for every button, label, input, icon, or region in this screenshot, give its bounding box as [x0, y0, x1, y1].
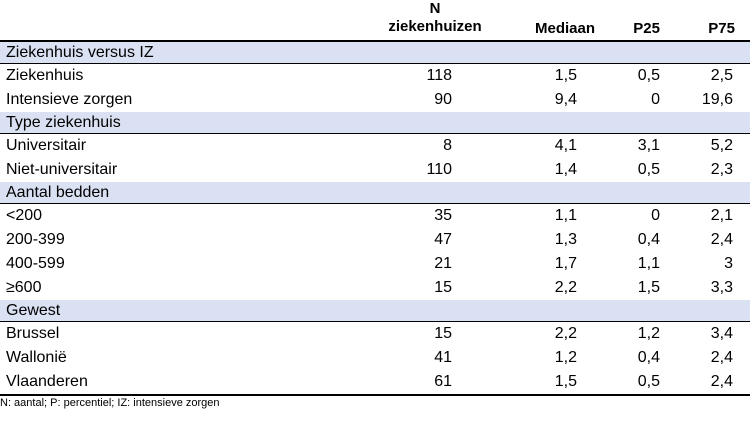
cell-n: 61: [434, 373, 452, 390]
cell-n: 15: [434, 325, 452, 342]
cell-n: 47: [434, 231, 452, 248]
table-row: 200-399 47 1,3 0,4 2,4: [0, 228, 750, 252]
table-row: Niet-universitair 110 1,4 0,5 2,3: [0, 158, 750, 182]
table-row: Vlaanderen 61 1,5 0,5 2,4: [0, 370, 750, 394]
cell-median: 9,4: [554, 91, 577, 108]
cell-p75: 2,5: [710, 67, 733, 84]
cell-p25: 0,4: [637, 231, 660, 248]
cell-p75: 2,4: [710, 349, 733, 366]
cell-p25: 1,1: [637, 255, 660, 272]
row-label: Universitair: [6, 137, 87, 154]
table-row: Ziekenhuis 118 1,5 0,5 2,5: [0, 64, 750, 88]
cell-p75: 19,6: [701, 91, 733, 108]
table-row: <200 35 1,1 0 2,1: [0, 204, 750, 228]
cell-p75: 3,4: [710, 325, 733, 342]
cell-median: 1,3: [554, 231, 577, 248]
cell-median: 1,5: [554, 373, 577, 390]
header-p25: P25: [633, 20, 660, 37]
cell-p75: 2,1: [710, 207, 733, 224]
cell-median: 4,1: [554, 137, 577, 154]
cell-n: 41: [434, 349, 452, 366]
cell-n: 118: [426, 67, 452, 84]
row-label: Brussel: [6, 325, 60, 342]
header-n-line2: ziekenhuizen: [388, 18, 482, 35]
footnote: N: aantal; P: percentiel; IZ: intensieve…: [0, 397, 220, 409]
cell-n: 21: [434, 255, 452, 272]
header-n: N ziekenhuizen: [380, 0, 490, 36]
cell-median: 1,2: [554, 349, 577, 366]
cell-median: 2,2: [554, 279, 577, 296]
table-row: Intensieve zorgen 90 9,4 0 19,6: [0, 88, 750, 112]
cell-p25: 0,5: [637, 67, 660, 84]
row-label: 200-399: [6, 231, 65, 248]
cell-p25: 1,2: [637, 325, 660, 342]
table-row: ≥600 15 2,2 1,5 3,3: [0, 276, 750, 300]
cell-p25: 0,4: [637, 349, 660, 366]
row-label: Wallonië: [6, 349, 67, 366]
header-n-line1: N: [429, 0, 441, 17]
row-label: Ziekenhuis: [6, 67, 84, 84]
cell-p75: 2,4: [710, 231, 733, 248]
table-row: Wallonië 41 1,2 0,4 2,4: [0, 346, 750, 370]
cell-median: 1,7: [554, 255, 577, 272]
cell-n: 15: [434, 279, 452, 296]
cell-p75: 5,2: [710, 137, 733, 154]
cell-p75: 3,3: [710, 279, 733, 296]
cell-p75: 3: [724, 255, 733, 272]
cell-p25: 0: [651, 207, 660, 224]
header-median: Mediaan: [534, 20, 595, 37]
table-header: N ziekenhuizen Mediaan P25 P75: [0, 0, 750, 40]
group-header: Ziekenhuis versus IZ: [0, 42, 750, 64]
table-row: Brussel 15 2,2 1,2 3,4: [0, 322, 750, 346]
cell-median: 2,2: [554, 325, 577, 342]
row-label: 400-599: [6, 255, 65, 272]
cell-p25: 0,5: [637, 161, 660, 178]
cell-p25: 0: [651, 91, 660, 108]
table-body: Ziekenhuis versus IZ Ziekenhuis 118 1,5 0,5 2…: [0, 42, 750, 394]
header-rule: [0, 40, 750, 42]
cell-p25: 3,1: [637, 137, 660, 154]
cell-median: 1,4: [554, 161, 577, 178]
row-label: ≥600: [6, 279, 42, 296]
group-header: Gewest: [0, 300, 750, 322]
group-header: Type ziekenhuis: [0, 112, 750, 134]
row-label: Niet-universitair: [6, 161, 118, 178]
table-row: Universitair 8 4,1 3,1 5,2: [0, 134, 750, 158]
group-header: Aantal bedden: [0, 182, 750, 204]
statistics-table: N ziekenhuizen Mediaan P25 P75 Ziekenhui…: [0, 0, 750, 409]
table-row: 400-599 21 1,7 1,1 3: [0, 252, 750, 276]
bottom-rule: [0, 394, 750, 396]
cell-median: 1,5: [554, 67, 577, 84]
cell-p25: 0,5: [637, 373, 660, 390]
cell-p75: 2,3: [710, 161, 733, 178]
cell-n: 8: [443, 137, 452, 154]
row-label: Intensieve zorgen: [6, 91, 133, 108]
row-label: Vlaanderen: [6, 373, 88, 390]
cell-n: 110: [426, 161, 452, 178]
cell-p25: 1,5: [637, 279, 660, 296]
cell-n: 90: [434, 91, 452, 108]
cell-p75: 2,4: [710, 373, 733, 390]
row-label: <200: [6, 207, 43, 224]
cell-median: 1,1: [554, 207, 577, 224]
header-p75: P75: [708, 20, 735, 37]
cell-n: 35: [434, 207, 452, 224]
